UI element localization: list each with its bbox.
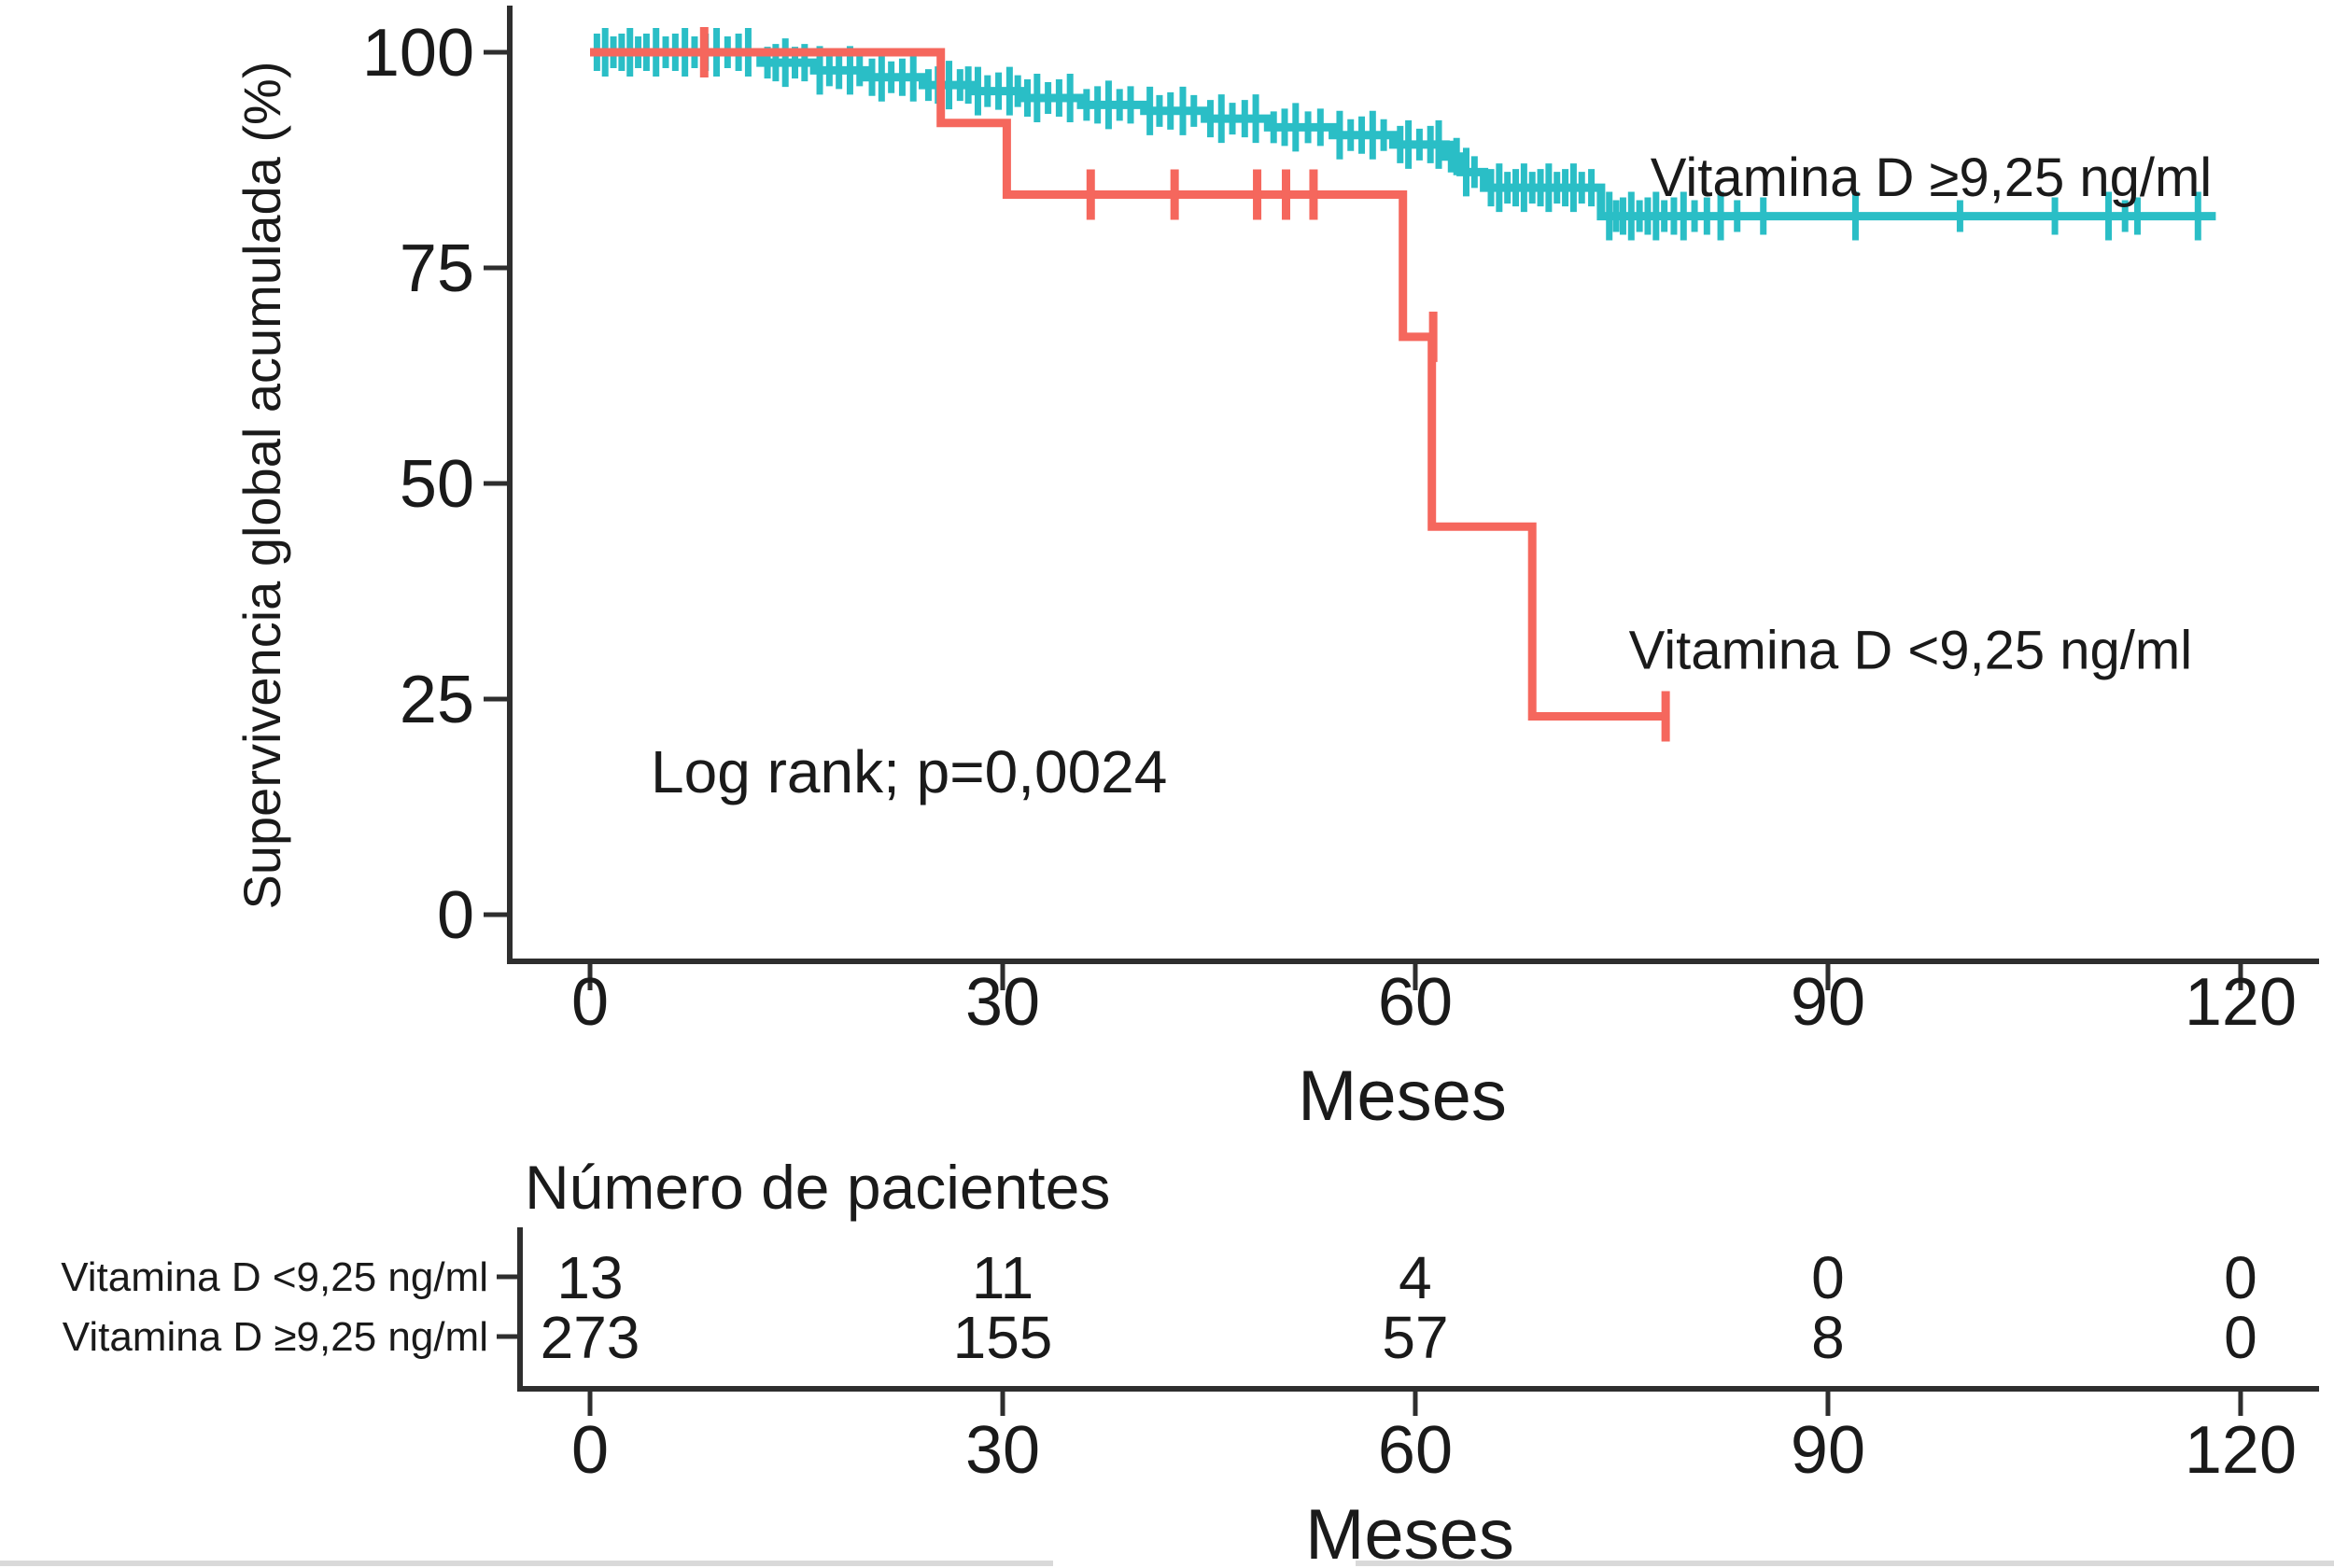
risk-value: 8	[1811, 1304, 1845, 1371]
risk-row-label-1: Vitamina D ≥9,25 ng/ml	[63, 1314, 488, 1360]
x-tick-label: 120	[2185, 965, 2297, 1040]
survival-curve-1	[590, 48, 1667, 721]
risk-value: 4	[1399, 1244, 1432, 1311]
risk-x-tick-label: 0	[571, 1413, 609, 1488]
risk-value: 155	[953, 1304, 1053, 1371]
logrank-annotation: Log rank; p=0,0024	[651, 738, 1167, 805]
ticks-layer: 0 30 60 90 120 100 75 50 25 0	[362, 16, 2297, 1040]
y-axis-title: Supervivencia global acumulada (%)	[232, 62, 291, 910]
risk-table-title: Número de pacientes	[525, 1153, 1110, 1222]
survival-curve-0	[590, 48, 2216, 221]
risk-value: 13	[556, 1244, 623, 1311]
y-tick-label: 100	[362, 16, 474, 91]
risk-table-axes	[517, 1227, 2319, 1392]
risk-value: 0	[2224, 1244, 2257, 1311]
series-layer: Vitamina D ≥9,25 ng/ml Vitamina D <9,25 n…	[590, 27, 2216, 742]
x-tick-label: 30	[965, 965, 1040, 1040]
x-tick-label: 90	[1791, 965, 1865, 1040]
risk-value: 57	[1382, 1304, 1448, 1371]
risk-x-tick-label: 120	[2185, 1413, 2297, 1488]
y-tick-label: 75	[400, 231, 474, 306]
series-label-0: Vitamina D ≥9,25 ng/ml	[1651, 147, 2212, 208]
series-label-1: Vitamina D <9,25 ng/ml	[1629, 620, 2192, 680]
page-edge-artifact-right	[1356, 1561, 2334, 1566]
x-axis-title-bottom: Meses	[1305, 1495, 1514, 1568]
risk-x-tick-label: 30	[965, 1413, 1040, 1488]
risk-value: 0	[1811, 1244, 1845, 1311]
risk-x-tick-label: 60	[1378, 1413, 1453, 1488]
risk-row-label-0: Vitamina D <9,25 ng/ml	[61, 1254, 488, 1300]
risk-x-tick-label: 90	[1791, 1413, 1865, 1488]
risk-value: 273	[541, 1304, 640, 1371]
x-axis-title-top: Meses	[1298, 1057, 1507, 1136]
x-tick-label: 60	[1378, 965, 1453, 1040]
y-tick-label: 25	[400, 663, 474, 737]
y-tick-label: 50	[400, 447, 474, 522]
page-edge-artifact-left	[0, 1561, 1053, 1566]
x-tick-label: 0	[571, 965, 609, 1040]
risk-value: 0	[2224, 1304, 2257, 1371]
risk-value: 11	[972, 1244, 1033, 1311]
y-tick-label: 0	[437, 878, 474, 953]
main-axes	[507, 6, 2319, 964]
